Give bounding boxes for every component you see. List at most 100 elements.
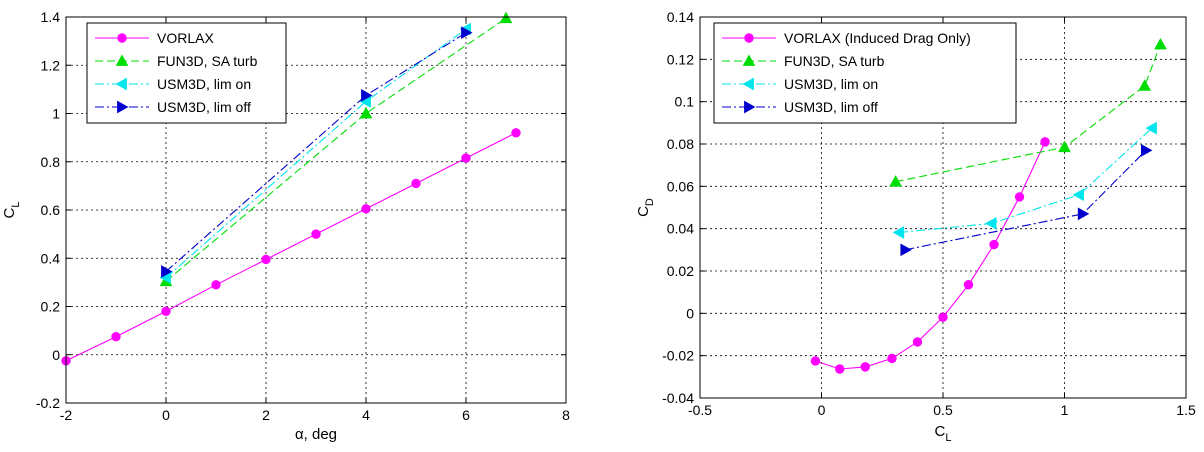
data-point bbox=[963, 280, 974, 290]
y-tick-label: 0.8 bbox=[41, 154, 61, 170]
data-point bbox=[461, 153, 471, 163]
legend-marker bbox=[742, 77, 754, 91]
data-point bbox=[261, 254, 271, 265]
x-tick-label: -0.5 bbox=[688, 402, 712, 418]
series-line bbox=[905, 150, 1147, 251]
data-point bbox=[889, 175, 902, 187]
series-usm3d-lim-off bbox=[161, 26, 473, 278]
y-tick-label: 1.4 bbox=[41, 9, 61, 25]
y-tick-label: 0.06 bbox=[667, 178, 694, 194]
data-point bbox=[900, 243, 912, 257]
legend-marker bbox=[117, 33, 127, 43]
y-tick-label: 0 bbox=[52, 347, 60, 363]
legend-marker bbox=[744, 33, 754, 43]
x-tick-label: 0.5 bbox=[933, 402, 953, 418]
data-point bbox=[985, 217, 997, 230]
data-point bbox=[912, 337, 923, 347]
data-point bbox=[1077, 207, 1090, 221]
x-tick-label: -2 bbox=[60, 407, 73, 423]
legend-label: FUN3D, SA turb bbox=[157, 53, 258, 69]
y-tick-label: 0.14 bbox=[667, 9, 694, 25]
series-fun3d-sa-turb bbox=[889, 37, 1167, 187]
legend-marker bbox=[115, 77, 127, 91]
legend-label: USM3D, lim off bbox=[784, 99, 878, 115]
x-tick-label: 1 bbox=[1061, 402, 1069, 418]
y-tick-label: 0.04 bbox=[667, 221, 694, 237]
data-point bbox=[511, 128, 521, 138]
data-point bbox=[860, 362, 870, 372]
legend-marker bbox=[742, 54, 756, 66]
y-tick-label: 0.6 bbox=[41, 202, 61, 218]
x-tick-label: 0 bbox=[162, 407, 170, 423]
y-axis-label: CD bbox=[635, 198, 656, 217]
legend-marker bbox=[117, 100, 129, 114]
legend-label: USM3D, lim on bbox=[784, 76, 878, 92]
data-point bbox=[1145, 121, 1157, 135]
y-tick-label: 0.2 bbox=[41, 299, 61, 315]
legend-marker bbox=[744, 100, 756, 114]
x-tick-label: 0 bbox=[818, 402, 826, 418]
data-point bbox=[361, 89, 373, 102]
data-point bbox=[1141, 144, 1153, 157]
legend-label: USM3D, lim on bbox=[157, 76, 251, 92]
y-tick-label: 1 bbox=[52, 106, 60, 122]
series-line bbox=[165, 17, 507, 282]
series-usm3d-lim-on bbox=[892, 121, 1157, 239]
x-axis-label: CL bbox=[935, 423, 952, 444]
y-tick-label: -0.2 bbox=[36, 395, 60, 411]
data-point bbox=[161, 265, 173, 278]
y-tick-label: -0.04 bbox=[662, 390, 694, 406]
data-point bbox=[359, 106, 373, 119]
x-tick-label: 8 bbox=[562, 407, 570, 423]
data-point bbox=[1040, 137, 1050, 147]
data-point bbox=[161, 306, 171, 317]
x-tick-label: 4 bbox=[362, 407, 370, 423]
legend: VORLAX (Induced Drag Only) FUN3D, SA turb… bbox=[713, 22, 1017, 124]
series-line bbox=[895, 44, 1162, 183]
data-point bbox=[810, 356, 821, 366]
data-point bbox=[1058, 140, 1071, 153]
series-line bbox=[165, 32, 467, 272]
legend-label: VORLAX bbox=[157, 30, 214, 46]
legend-marker bbox=[115, 54, 129, 66]
legend-box bbox=[713, 22, 1017, 124]
legend-label: FUN3D, SA turb bbox=[784, 53, 885, 69]
data-point bbox=[887, 353, 897, 364]
legend-label: VORLAX (Induced Drag Only) bbox=[784, 30, 971, 46]
y-tick-label: 0.4 bbox=[41, 250, 61, 266]
y-axis-label: CL bbox=[1, 202, 22, 219]
data-point bbox=[311, 229, 321, 239]
data-point bbox=[461, 26, 473, 40]
x-tick-label: 2 bbox=[262, 407, 270, 423]
data-point bbox=[411, 178, 421, 189]
y-tick-label: -0.02 bbox=[662, 348, 694, 364]
data-point bbox=[1072, 188, 1084, 202]
series-line bbox=[815, 141, 1046, 370]
y-tick-label: 0.02 bbox=[667, 263, 694, 279]
y-tick-label: 0.1 bbox=[675, 94, 695, 110]
data-point bbox=[892, 226, 905, 239]
x-tick-label: 6 bbox=[462, 407, 470, 423]
chart-panel-1: -2 0 2 4 6 8 -0.2 0 0.2 0.4 0.6 0.8 1 1.2 1.4 α, deg CL V… bbox=[1, 9, 570, 443]
series-vorlax-induced-drag-only- bbox=[810, 137, 1050, 374]
series-line bbox=[899, 127, 1153, 234]
x-tick-label: 1.5 bbox=[1176, 402, 1196, 418]
legend-label: USM3D, lim off bbox=[157, 99, 251, 115]
data-point bbox=[499, 11, 513, 24]
y-tick-label: 0 bbox=[686, 305, 694, 321]
data-point bbox=[835, 364, 845, 374]
series-usm3d-lim-off bbox=[900, 144, 1153, 257]
data-point bbox=[1154, 37, 1167, 50]
data-point bbox=[1138, 79, 1152, 91]
data-point bbox=[361, 204, 371, 214]
legend: VORLAX FUN3D, SA turb USM3D, lim on USM3D, … bbox=[86, 22, 287, 124]
y-tick-label: 1.2 bbox=[41, 57, 61, 73]
y-tick-label: 0.08 bbox=[667, 136, 694, 152]
data-point bbox=[211, 280, 221, 290]
x-axis-label: α, deg bbox=[295, 426, 337, 443]
grid bbox=[66, 17, 566, 403]
chart-panel-2: -0.5 0 0.5 1 1.5 -0.04 -0.02 0 0.02 0.04 0.06 0.08 0… bbox=[635, 9, 1196, 444]
data-point bbox=[989, 239, 999, 250]
data-point bbox=[1014, 192, 1025, 202]
